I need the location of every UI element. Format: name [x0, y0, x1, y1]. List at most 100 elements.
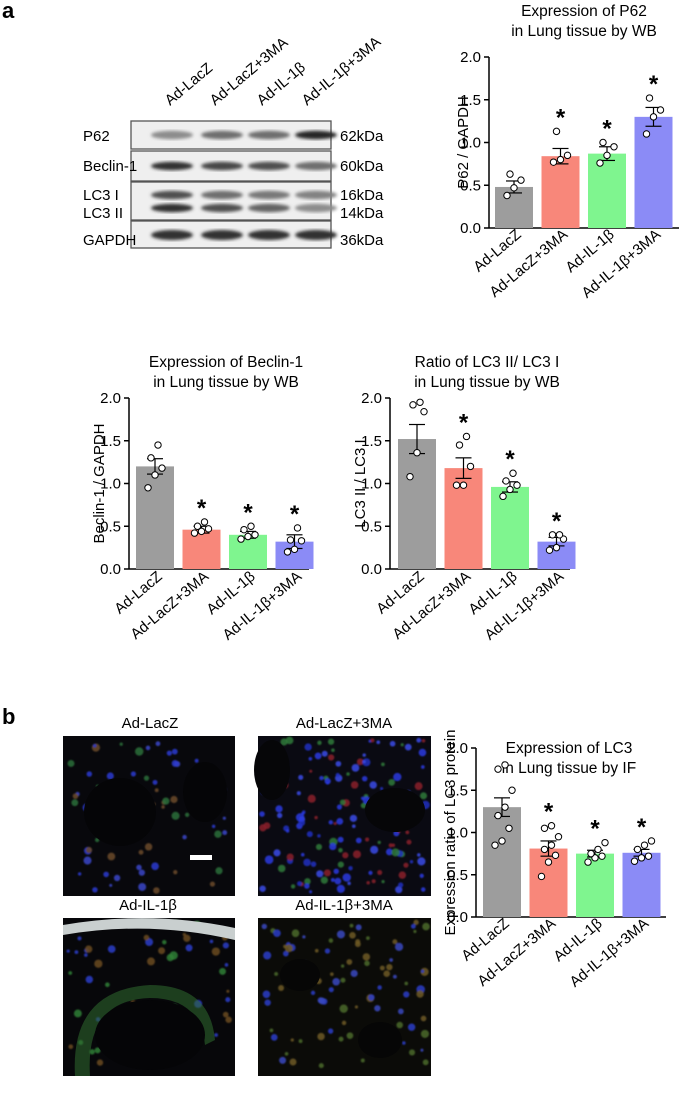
- bar: [634, 116, 673, 228]
- cell-nucleus: [403, 991, 410, 998]
- data-point: [610, 143, 618, 151]
- data-point: [406, 472, 414, 481]
- cell-nucleus: [92, 887, 98, 893]
- cell-nucleus: [296, 791, 301, 796]
- y-tick-label: 0.0: [361, 561, 382, 578]
- cell-nucleus: [406, 839, 412, 845]
- cell-nucleus: [319, 775, 324, 781]
- cell-nucleus: [314, 948, 319, 953]
- x-category-label: Ad-IL-1β+3MA: [567, 915, 653, 991]
- cell-nucleus: [279, 1056, 287, 1064]
- data-point: [420, 407, 428, 416]
- cell-nucleus: [184, 812, 190, 817]
- cell-nucleus: [381, 762, 385, 767]
- cell-nucleus: [226, 989, 230, 993]
- micro-title-il1b-3ma: Ad-IL-1β+3MA: [295, 897, 392, 914]
- cell-nucleus: [143, 934, 150, 941]
- data-point: [200, 518, 209, 526]
- data-point: [549, 158, 558, 166]
- data-point: [297, 537, 306, 545]
- cell-nucleus: [365, 837, 370, 842]
- wb-band: [201, 230, 243, 240]
- cell-nucleus: [259, 811, 265, 817]
- data-point: [416, 398, 424, 406]
- panel-label-a: a: [2, 0, 15, 23]
- cell-nucleus: [317, 740, 322, 746]
- cell-nucleus: [107, 852, 116, 861]
- data-point: [563, 151, 572, 160]
- cell-nucleus: [286, 853, 294, 861]
- cell-nucleus: [317, 834, 321, 838]
- wb-band-kda: 14kDa: [340, 205, 384, 222]
- data-point: [466, 462, 475, 471]
- cell-nucleus: [94, 959, 103, 968]
- cell-nucleus: [273, 849, 281, 857]
- cell-nucleus: [327, 738, 335, 745]
- x-category-label: Ad-IL-1β+3MA: [220, 568, 306, 644]
- cell-nucleus: [320, 876, 328, 884]
- cell-nucleus: [154, 788, 159, 793]
- significance-star: *: [590, 816, 600, 843]
- bar: [398, 439, 436, 569]
- wb-band-kda: 16kDa: [340, 187, 384, 204]
- cell-nucleus: [158, 947, 166, 955]
- cell-nucleus: [383, 970, 391, 978]
- cell-nucleus: [318, 997, 326, 1005]
- micro-title-lacz-3ma: Ad-LacZ+3MA: [296, 715, 392, 732]
- wb-lane-label: Ad-LacZ+3MA: [207, 34, 292, 109]
- cell-nucleus: [391, 843, 396, 848]
- chart-title: in Lung tissue by WB: [511, 23, 657, 40]
- cell-nucleus: [304, 878, 311, 885]
- cell-nucleus: [68, 1044, 74, 1050]
- wb-lane-label: Ad-LacZ: [162, 60, 216, 109]
- x-category-label: Ad-IL-1β+3MA: [579, 226, 665, 302]
- cell-nucleus: [349, 923, 354, 928]
- data-point: [462, 432, 471, 441]
- y-tick-label: 2.0: [460, 49, 481, 66]
- cell-nucleus: [171, 748, 178, 755]
- cell-nucleus: [307, 794, 316, 803]
- data-point: [545, 546, 554, 554]
- cell-nucleus: [335, 772, 340, 778]
- data-point: [596, 159, 604, 167]
- data-point: [594, 845, 602, 854]
- cell-nucleus: [420, 765, 425, 769]
- chart-title: Expression of P62: [521, 3, 647, 20]
- cell-nucleus: [362, 753, 366, 757]
- data-point: [251, 531, 259, 539]
- wb-band: [151, 190, 193, 200]
- wb-band: [295, 161, 337, 171]
- cell-nucleus: [263, 951, 272, 960]
- data-point: [505, 824, 513, 832]
- cell-nucleus: [336, 930, 345, 939]
- significance-star: *: [649, 71, 659, 98]
- y-tick-label: 1.0: [361, 476, 382, 493]
- data-point: [517, 176, 525, 184]
- y-tick-label: 1.5: [447, 782, 468, 799]
- cell-nucleus: [418, 748, 427, 757]
- cell-nucleus: [309, 769, 313, 773]
- wb-band: [151, 203, 193, 213]
- y-tick-label: 0.0: [460, 220, 481, 237]
- cell-nucleus: [362, 953, 371, 961]
- wb-band-name: Beclin-1: [83, 158, 137, 175]
- cell-nucleus: [145, 745, 151, 751]
- cell-nucleus: [328, 938, 334, 943]
- wb-band-kda: 36kDa: [340, 232, 384, 249]
- cell-nucleus: [282, 950, 289, 957]
- cell-nucleus: [138, 869, 145, 876]
- cell-nucleus: [409, 860, 414, 864]
- cell-nucleus: [361, 775, 368, 782]
- data-point: [510, 184, 518, 192]
- cell-nucleus: [298, 774, 304, 780]
- y-tick-label: 2.0: [361, 390, 382, 407]
- cell-nucleus: [346, 1032, 354, 1039]
- micro-image-il1b: [63, 918, 235, 1076]
- cell-nucleus: [275, 805, 283, 813]
- wb-band: [248, 130, 290, 140]
- cell-nucleus: [420, 1029, 430, 1038]
- y-axis-label: Expression ratio of LC3 protein: [442, 730, 459, 936]
- micro-image-lacz-3ma: [254, 736, 431, 896]
